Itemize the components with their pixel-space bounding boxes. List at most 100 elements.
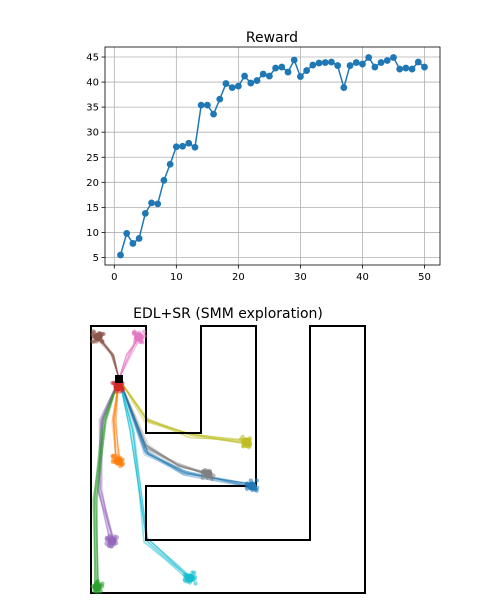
skill-trajectory — [118, 378, 191, 581]
skill-endpoint-cluster — [238, 434, 253, 450]
reward-data-point — [123, 230, 131, 237]
start-position-marker — [115, 375, 123, 383]
reward-data-point — [117, 251, 124, 259]
reward-series-line — [119, 56, 425, 256]
skill-trajectory — [114, 378, 121, 462]
reward-data-point — [383, 57, 391, 64]
skill-trajectory — [97, 337, 120, 380]
skill-trajectory — [118, 378, 191, 578]
skill-trajectory — [118, 378, 209, 476]
skill-trajectory — [118, 378, 254, 487]
skill-trajectory — [114, 378, 121, 460]
skill-trajectory — [93, 378, 120, 588]
skill-endpoint — [200, 475, 205, 480]
reward-data-point — [166, 160, 174, 168]
reward-data-point — [402, 64, 410, 72]
skill-endpoint-cluster — [90, 329, 106, 344]
skill-trajectory — [118, 378, 208, 474]
skill-trajectory — [118, 378, 248, 444]
y-tick-label: 20 — [86, 178, 99, 189]
skill-trajectory — [98, 378, 120, 542]
skill-trajectory — [118, 378, 189, 580]
skill-endpoint-cluster — [104, 533, 120, 549]
skill-trajectory — [94, 378, 120, 586]
skill-endpoint — [140, 340, 145, 345]
reward-chart-title: Reward — [246, 30, 298, 46]
skill-trajectory — [118, 378, 193, 581]
reward-data-point — [414, 58, 422, 66]
reward-data-point — [371, 63, 379, 71]
skill-trajectory — [97, 378, 120, 540]
reward-data-point — [290, 56, 298, 64]
skill-trajectory — [99, 336, 120, 380]
reward-data-point — [253, 77, 261, 84]
skill-trajectory — [95, 378, 120, 589]
reward-data-point — [328, 58, 335, 66]
skill-trajectory — [98, 378, 120, 544]
reward-data-point — [210, 110, 217, 118]
reward-data-point — [321, 59, 329, 66]
skill-trajectory — [118, 378, 248, 445]
x-tick-label: 10 — [170, 272, 183, 283]
skill-endpoint-center — [107, 536, 117, 546]
skill-endpoint-center — [92, 582, 102, 592]
reward-data-point — [377, 59, 385, 66]
reward-data-point — [228, 84, 236, 91]
reward-data-point — [303, 67, 311, 74]
skill-endpoint — [100, 581, 105, 586]
reward-data-point — [278, 63, 286, 71]
skill-trajectory — [114, 378, 121, 463]
skill-trajectory — [95, 336, 120, 380]
reward-data-point — [284, 68, 292, 76]
reward-data-point — [334, 62, 342, 69]
skill-trajectory — [118, 378, 254, 488]
skill-trajectory — [118, 338, 138, 380]
skill-trajectory — [95, 338, 120, 380]
skill-trajectory — [100, 378, 120, 544]
skill-trajectory — [118, 378, 211, 476]
skill-trajectory — [118, 378, 189, 581]
maze-chart-title: EDL+SR (SMM exploration) — [133, 306, 323, 322]
skill-trajectory — [118, 378, 192, 580]
skill-trajectory — [118, 378, 190, 579]
skill-endpoint — [90, 339, 95, 344]
reward-data-point — [259, 70, 267, 78]
skill-trajectory-bundle — [118, 378, 193, 581]
skill-trajectory — [92, 378, 120, 588]
x-tick-label: 40 — [356, 272, 369, 283]
x-tick-label: 0 — [111, 272, 117, 283]
skill-endpoint — [254, 478, 259, 483]
reward-data-point — [421, 63, 428, 71]
skill-endpoint-center — [241, 437, 251, 447]
skill-trajectory — [118, 339, 142, 380]
reward-data-point — [315, 59, 323, 67]
skill-trajectory — [118, 378, 209, 475]
reward-data-point — [191, 143, 199, 151]
skill-trajectory — [118, 378, 191, 578]
reward-data-point — [160, 176, 168, 184]
skill-trajectory — [118, 378, 255, 485]
skill-endpoint — [210, 476, 215, 482]
skill-trajectory — [94, 378, 120, 587]
x-tick-label: 30 — [294, 272, 307, 283]
skill-endpoint-center — [247, 481, 257, 491]
skill-trajectory — [118, 378, 244, 445]
skill-trajectory — [99, 338, 120, 380]
skill-trajectory — [118, 378, 210, 476]
skill-trajectory — [92, 378, 120, 588]
skill-trajectory — [118, 378, 211, 477]
skill-trajectory — [97, 378, 120, 542]
reward-data-point — [154, 200, 162, 208]
skill-trajectory — [93, 378, 120, 586]
skill-trajectory — [92, 378, 120, 590]
skill-trajectory — [99, 378, 120, 544]
skill-trajectory — [95, 378, 120, 589]
reward-data-point — [222, 80, 230, 87]
skill-trajectory — [118, 378, 246, 443]
skill-trajectory — [97, 378, 120, 540]
skill-trajectory — [118, 378, 189, 577]
skill-endpoint — [240, 434, 245, 439]
skill-trajectory — [99, 378, 120, 541]
reward-data-point — [234, 82, 242, 90]
